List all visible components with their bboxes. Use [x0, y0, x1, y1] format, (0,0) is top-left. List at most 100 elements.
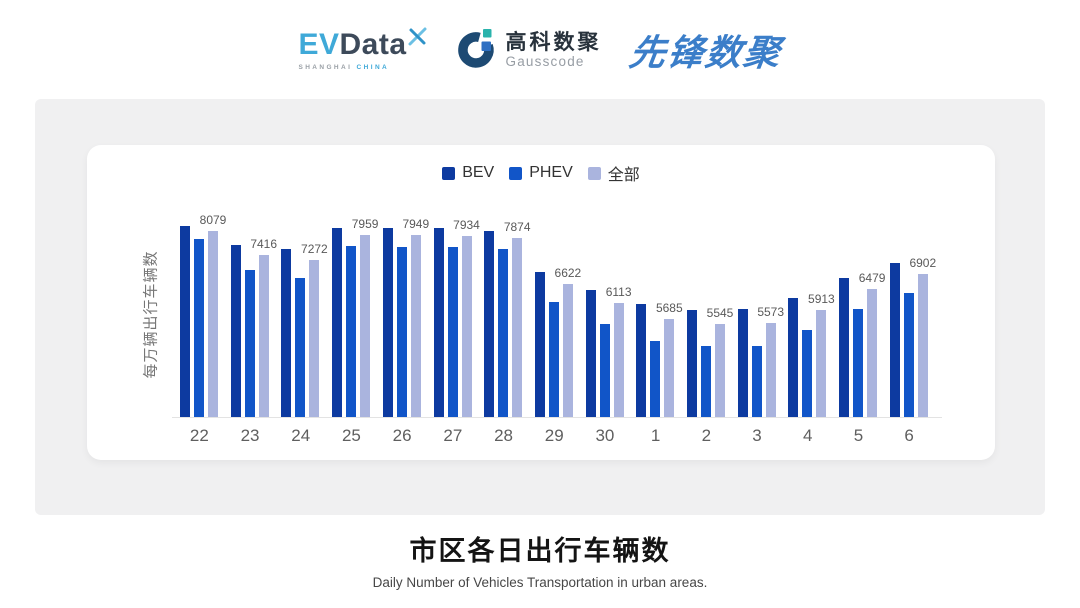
bar-全部-23[interactable] — [258, 254, 269, 417]
pioneer-logo: 先锋数聚 — [626, 32, 785, 73]
bar-BEV-30[interactable] — [585, 290, 596, 417]
legend-swatch-PHEV — [509, 166, 523, 180]
x-axis-label-30: 30 — [595, 426, 615, 445]
bar-全部-3[interactable] — [765, 322, 776, 417]
bar-group-27: 7934 — [428, 217, 480, 417]
bar-PHEV-23[interactable] — [244, 270, 255, 417]
bar-BEV-29[interactable] — [534, 272, 545, 417]
bar-group-29: 6622 — [529, 217, 581, 417]
value-label-30: 6113 — [605, 284, 632, 299]
bar-BEV-3[interactable] — [737, 308, 748, 417]
bar-group-4: 5913 — [782, 217, 835, 417]
evdata-tagline-left: SHANGHAI — [298, 63, 353, 71]
bar-全部-24[interactable] — [309, 260, 320, 417]
bar-group-25: 7959 — [326, 217, 378, 417]
evdata-x-icon — [408, 23, 428, 53]
bars — [687, 309, 725, 417]
bars — [433, 228, 472, 417]
bars — [230, 245, 269, 417]
value-label-25: 7959 — [351, 217, 379, 231]
bar-group-26: 7949 — [377, 217, 429, 417]
bar-PHEV-3[interactable] — [751, 346, 762, 417]
chart-legend: BEV PHEV 全部 — [87, 161, 995, 185]
bars — [484, 231, 523, 417]
bar-全部-30[interactable] — [613, 302, 624, 417]
value-label-4: 5913 — [808, 292, 835, 307]
x-axis-line — [172, 417, 942, 418]
x-axis-label-27: 27 — [443, 426, 463, 445]
bar-BEV-25[interactable] — [332, 227, 343, 417]
page-title: 市区各日出行车辆数 — [409, 536, 671, 566]
gausscode-g-icon — [456, 27, 497, 74]
bar-BEV-24[interactable] — [281, 249, 292, 417]
bar-PHEV-4[interactable] — [802, 330, 813, 417]
bar-全部-25[interactable] — [360, 235, 371, 417]
bar-BEV-26[interactable] — [382, 228, 393, 417]
bars — [585, 290, 624, 417]
bar-BEV-22[interactable] — [180, 225, 190, 417]
legend-label: BEV — [462, 164, 495, 181]
bar-PHEV-26[interactable] — [396, 246, 407, 417]
bar-PHEV-24[interactable] — [295, 278, 306, 417]
x-axis-label-24: 24 — [291, 426, 311, 445]
x-axis-label-1: 1 — [650, 426, 661, 445]
bar-group-24: 7272 — [275, 217, 328, 417]
value-label-24: 7272 — [301, 242, 328, 257]
evdata-tagline: SHANGHAI CHINA — [298, 64, 389, 71]
bar-group-1: 5685 — [630, 217, 683, 417]
bar-全部-22[interactable] — [208, 230, 218, 417]
bar-全部-6[interactable] — [917, 273, 928, 417]
gausscode-logo: 高科数聚 Gausscode — [456, 27, 602, 74]
bar-BEV-5[interactable] — [839, 277, 850, 417]
bar-全部-1[interactable] — [664, 318, 675, 417]
bar-全部-4[interactable] — [816, 310, 827, 417]
x-axis-label-25: 25 — [341, 426, 361, 445]
legend-item-全部[interactable]: 全部 — [587, 161, 640, 185]
bar-PHEV-30[interactable] — [599, 324, 610, 417]
value-label-27: 7934 — [453, 217, 480, 232]
bar-PHEV-5[interactable] — [853, 308, 864, 417]
y-axis-title: 每万辆出行车辆数 — [142, 250, 160, 379]
bar-PHEV-28[interactable] — [498, 249, 509, 417]
plot-area: 8079 7416 7272 7959 7949 7934 7874 6622 6113 5685… — [174, 213, 936, 417]
bar-group-6: 6902 — [884, 217, 936, 417]
bar-全部-29[interactable] — [562, 284, 573, 417]
value-label-1: 5685 — [655, 300, 683, 315]
bar-BEV-2[interactable] — [687, 309, 697, 417]
bar-PHEV-2[interactable] — [701, 346, 711, 417]
value-label-3: 5573 — [757, 304, 785, 319]
bar-全部-26[interactable] — [410, 235, 421, 417]
x-axis-label-3: 3 — [752, 426, 762, 445]
legend-item-BEV[interactable]: BEV — [442, 164, 494, 182]
bar-全部-28[interactable] — [512, 238, 523, 417]
bar-BEV-4[interactable] — [788, 297, 799, 417]
bar-group-3: 5573 — [732, 217, 784, 417]
value-label-23: 7416 — [250, 236, 278, 251]
bar-BEV-27[interactable] — [433, 228, 444, 417]
evdata-ev-text: EV — [298, 27, 340, 61]
bar-PHEV-6[interactable] — [903, 293, 914, 417]
value-label-2: 5545 — [706, 305, 734, 320]
bar-BEV-23[interactable] — [230, 245, 241, 417]
chart-panel: BEV PHEV 全部 每万辆出行车辆数 8079 7416 7272 7959 7949 7… — [35, 99, 1045, 515]
bar-全部-5[interactable] — [867, 289, 878, 417]
bar-BEV-28[interactable] — [484, 231, 495, 417]
page-subtitle: Daily Number of Vehicles Transportation … — [372, 575, 708, 590]
caption-block: 市区各日出行车辆数 Daily Number of Vehicles Trans… — [0, 529, 1080, 590]
gausscode-en-name: Gausscode — [505, 53, 585, 69]
bar-group-23: 7416 — [225, 217, 277, 417]
bar-BEV-6[interactable] — [889, 262, 900, 417]
bar-PHEV-29[interactable] — [548, 302, 559, 417]
bar-PHEV-27[interactable] — [447, 247, 458, 417]
legend-item-PHEV[interactable]: PHEV — [509, 164, 573, 182]
bars — [636, 304, 675, 417]
bar-group-22: 8079 — [174, 213, 226, 417]
bar-全部-2[interactable] — [715, 323, 725, 417]
bar-PHEV-1[interactable] — [650, 341, 661, 417]
x-axis-label-22: 22 — [189, 426, 209, 445]
bar-PHEV-25[interactable] — [346, 246, 357, 417]
bar-PHEV-22[interactable] — [194, 239, 204, 417]
bar-BEV-1[interactable] — [636, 304, 647, 417]
bar-全部-27[interactable] — [461, 235, 472, 417]
bar-group-2: 5545 — [681, 217, 733, 417]
